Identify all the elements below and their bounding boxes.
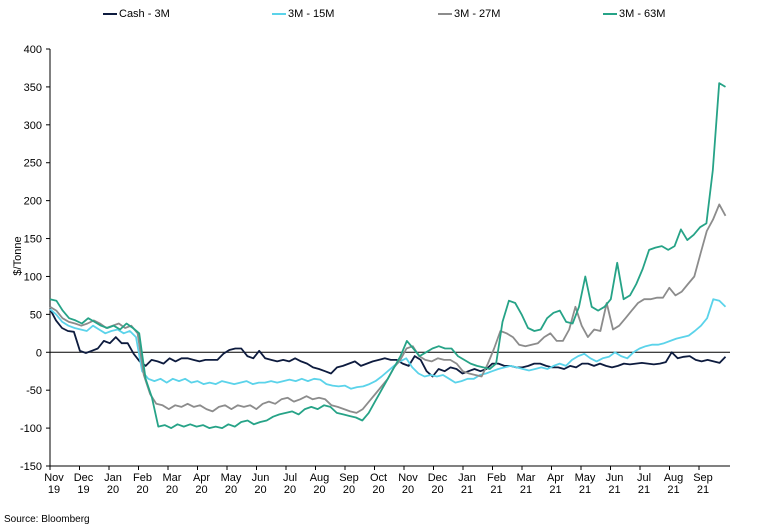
y-tick-label: 350 [24, 82, 42, 94]
legend-swatch [438, 13, 452, 15]
legend-item-3m-27m[interactable]: 3M - 27M [438, 8, 500, 20]
series-line-3m-63m [49, 82, 726, 430]
y-tick-label: 300 [24, 120, 42, 132]
x-tick-label: Nov 20 [398, 472, 418, 496]
y-tick-label: 0 [36, 347, 42, 359]
y-axis-label: $/Tonne [12, 236, 24, 276]
x-tick-label: Jun 20 [252, 472, 270, 496]
x-tick-label: May 20 [221, 472, 242, 496]
y-tick-label: -100 [20, 423, 42, 435]
y-tick-label: 150 [24, 234, 42, 246]
legend-label: 3M - 63M [619, 8, 666, 20]
x-tick-label: Mar 20 [163, 472, 182, 496]
y-axis: 400 350 300 250 200 150 100 50 0 -50 -100 -150 [20, 44, 51, 473]
legend-label: Cash - 3M [119, 8, 170, 20]
x-tick-label: May 21 [575, 472, 596, 496]
x-tick-label: Sep 21 [693, 472, 713, 496]
y-tick-label: -150 [20, 461, 42, 473]
x-tick-label: Jun 21 [606, 472, 624, 496]
legend-label: 3M - 15M [288, 8, 335, 20]
x-tick-label: Jan 20 [104, 472, 122, 496]
y-tick-label: 200 [24, 196, 42, 208]
x-tick-label: Jan 21 [458, 472, 476, 496]
legend-swatch [103, 13, 117, 15]
y-tick-label: 50 [30, 309, 42, 321]
x-tick-label: Dec 19 [74, 472, 94, 496]
y-tick-label: 400 [24, 44, 42, 56]
series-line-3m-15m [49, 298, 727, 390]
x-tick-label: Nov 19 [44, 472, 64, 496]
x-tick-label: Sep 20 [339, 472, 359, 496]
x-tick-label: Aug 21 [664, 472, 684, 496]
x-tick-label: Feb 20 [133, 472, 152, 496]
series-line-3m-27m [49, 203, 727, 414]
y-tick-label: 100 [24, 271, 42, 283]
x-tick-label: Oct 20 [370, 472, 387, 496]
legend-item-3m-63m[interactable]: 3M - 63M [603, 8, 665, 20]
x-tick-label: Apr 21 [547, 472, 564, 496]
x-tick-label: Aug 20 [310, 472, 330, 496]
source-note: Source: Bloomberg [4, 514, 90, 525]
x-tick-label: Feb 21 [487, 472, 506, 496]
x-tick-label: Dec 20 [428, 472, 448, 496]
legend-swatch [603, 13, 617, 15]
y-tick-label: 250 [24, 158, 42, 170]
x-axis: Nov 19 Dec 19 Jan 20 Feb 20 Mar 20 Apr 20 May 20 Jun 20… [44, 465, 730, 496]
legend: Cash - 3M 3M - 15M 3M - 27M 3M - 63M [0, 8, 770, 26]
series-line-cash-3m [49, 308, 727, 378]
x-tick-label: Jul 20 [283, 472, 297, 496]
legend-item-3m-15m[interactable]: 3M - 15M [272, 8, 334, 20]
legend-swatch [272, 13, 286, 15]
y-tick-label: -50 [26, 385, 42, 397]
x-tick-label: Mar 21 [517, 472, 536, 496]
legend-item-cash-3m[interactable]: Cash - 3M [103, 8, 170, 20]
x-tick-label: Jul 21 [637, 472, 651, 496]
legend-label: 3M - 27M [454, 8, 501, 20]
x-tick-label: Apr 20 [193, 472, 210, 496]
series-lines [49, 82, 727, 430]
